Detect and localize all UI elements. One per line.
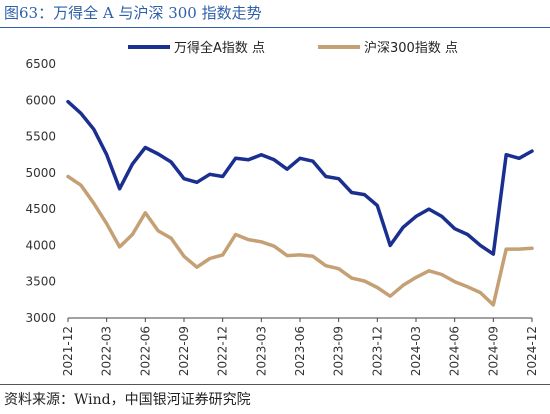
x-tick-label: 2022-06 bbox=[138, 326, 152, 376]
y-tick-label: 6000 bbox=[25, 93, 56, 107]
x-tick-label: 2024-03 bbox=[409, 326, 423, 376]
x-tick-label: 2024-12 bbox=[525, 326, 539, 376]
x-tick-label: 2024-09 bbox=[486, 326, 500, 376]
x-tick-label: 2023-09 bbox=[332, 326, 346, 376]
x-tick-label: 2024-06 bbox=[448, 326, 462, 376]
y-axis: 3000 3500 4000 4500 5000 5500 6000 6500 bbox=[25, 57, 56, 325]
title-underline bbox=[0, 27, 550, 28]
x-tick-label: 2023-03 bbox=[254, 326, 268, 376]
source-note: 资料来源：Wind，中国银河证券研究院 bbox=[4, 392, 251, 408]
y-tick-label: 6500 bbox=[25, 57, 56, 71]
figure-title: 图63：万得全 A 与沪深 300 指数走势 bbox=[4, 4, 262, 22]
y-tick-label: 5000 bbox=[25, 166, 56, 180]
x-tick-label: 2022-09 bbox=[177, 326, 191, 376]
x-tick-label: 2023-06 bbox=[293, 326, 307, 376]
y-tick-label: 3500 bbox=[25, 275, 56, 289]
y-tick-label: 4500 bbox=[25, 202, 56, 216]
line-chart: 万得全A指数 点 沪深300指数 点 3000 3500 4000 4500 5000 55… bbox=[25, 40, 539, 376]
x-tick-label: 2023-12 bbox=[370, 326, 384, 376]
x-tick-label: 2022-12 bbox=[216, 326, 230, 376]
x-axis: 2021-12 2022-03 2022-06 2022-09 2022-12 2023-… bbox=[61, 317, 539, 376]
chart-legend: 万得全A指数 点 沪深300指数 点 bbox=[128, 40, 458, 56]
series-line bbox=[66, 99, 534, 256]
y-tick-label: 5500 bbox=[25, 130, 56, 144]
legend-label: 沪深300指数 点 bbox=[364, 40, 458, 56]
y-tick-label: 4000 bbox=[25, 238, 56, 252]
series-line bbox=[66, 174, 534, 307]
x-tick-label: 2022-03 bbox=[100, 326, 114, 376]
bottom-divider bbox=[0, 384, 550, 385]
x-tick-label: 2021-12 bbox=[61, 326, 75, 376]
series-lines bbox=[66, 99, 534, 307]
legend-label: 万得全A指数 点 bbox=[174, 40, 265, 56]
y-tick-label: 3000 bbox=[25, 311, 56, 325]
